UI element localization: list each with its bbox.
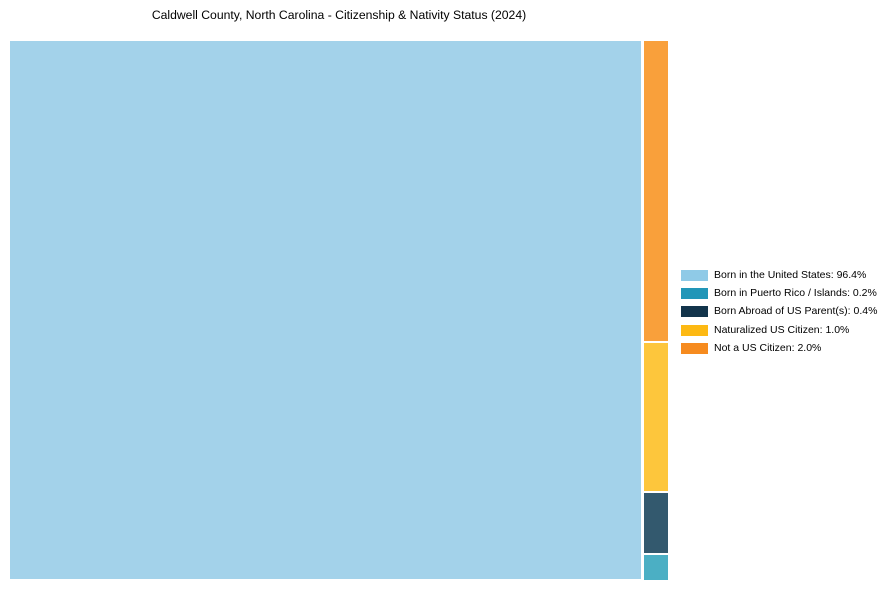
legend-item-born-in-puerto-rico-islands: Born in Puerto Rico / Islands: 0.2% <box>681 284 877 302</box>
treemap-block-born-in-united-states <box>10 41 641 579</box>
legend-label-naturalized-us-citizen: Naturalized US Citizen: 1.0% <box>714 323 850 336</box>
legend-item-not-a-us-citizen: Not a US Citizen: 2.0% <box>681 339 877 357</box>
legend-item-born-abroad-of-us-parents: Born Abroad of US Parent(s): 0.4% <box>681 303 877 321</box>
treemap-plot-area <box>10 41 668 580</box>
treemap-block-born-abroad-of-us-parents <box>644 493 668 553</box>
legend-label-born-in-puerto-rico-islands: Born in Puerto Rico / Islands: 0.2% <box>714 287 877 300</box>
treemap-block-naturalized-us-citizen <box>644 343 668 491</box>
legend-swatch-born-in-puerto-rico-islands <box>681 287 708 299</box>
legend-swatch-born-in-united-states <box>681 269 708 281</box>
legend-swatch-naturalized-us-citizen <box>681 324 708 336</box>
legend-label-born-abroad-of-us-parents: Born Abroad of US Parent(s): 0.4% <box>714 305 878 318</box>
legend-swatch-born-abroad-of-us-parents <box>681 306 708 318</box>
legend-item-born-in-united-states: Born in the United States: 96.4% <box>681 266 877 284</box>
treemap-block-not-a-us-citizen <box>644 41 668 341</box>
legend: Born in the United States: 96.4% Born in… <box>681 266 877 357</box>
legend-label-not-a-us-citizen: Not a US Citizen: 2.0% <box>714 342 822 355</box>
chart-title: Caldwell County, North Carolina - Citize… <box>151 8 527 22</box>
treemap-block-born-in-puerto-rico-islands <box>644 555 668 580</box>
legend-item-naturalized-us-citizen: Naturalized US Citizen: 1.0% <box>681 321 877 339</box>
legend-swatch-not-a-us-citizen <box>681 342 708 354</box>
legend-label-born-in-united-states: Born in the United States: 96.4% <box>714 268 867 281</box>
